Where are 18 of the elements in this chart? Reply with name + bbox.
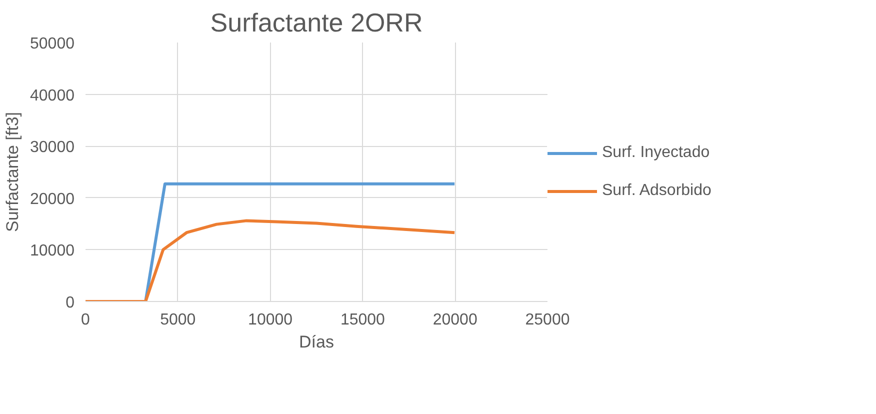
y-axis-title: Surfactante [ft3] (3, 112, 22, 232)
x-tick-label: 25000 (525, 312, 570, 328)
x-tick-label: 0 (81, 312, 90, 328)
y-tick-label: 50000 (30, 36, 75, 52)
x-tick-label: 5000 (160, 312, 196, 328)
x-tick-label: 15000 (340, 312, 386, 328)
line-series (86, 219, 456, 302)
y-tick-label: 30000 (30, 139, 75, 156)
y-tick-label: 20000 (30, 190, 75, 208)
legend-label: Surf. Adsorbido (602, 182, 712, 200)
y-tick-label: 10000 (30, 242, 75, 260)
y-tick-label: 40000 (30, 87, 75, 104)
x-tick-label: 20000 (432, 312, 478, 328)
legend-label: Surf. Inyectado (602, 144, 710, 162)
x-tick-label: 10000 (248, 312, 293, 328)
chart-title: Surfactante 2ORR (210, 8, 423, 38)
y-tick-label: 0 (66, 294, 75, 312)
x-axis-title: Días (299, 332, 334, 352)
